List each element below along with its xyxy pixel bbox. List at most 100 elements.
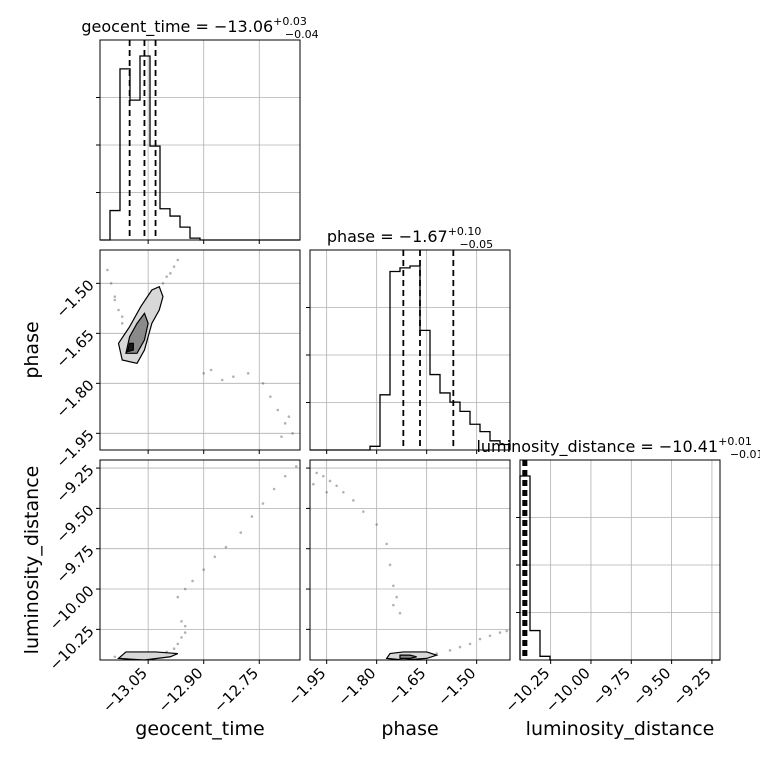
x-axis-label-phase: phase	[381, 718, 438, 740]
x-tick-label-phase: −1.65	[384, 664, 429, 709]
x-axis-label-geocent_time: geocent_time	[135, 718, 264, 740]
sample-point	[362, 510, 365, 513]
hist-luminosity_distance-step	[519, 475, 720, 661]
sample-point	[478, 637, 482, 641]
y-tick-label-luminosity_distance: −9.50	[52, 501, 97, 546]
sample-point	[213, 555, 217, 559]
sample-point	[113, 298, 117, 302]
x-tick-label-geocent_time: −12.90	[155, 664, 207, 716]
sample-point	[172, 647, 176, 651]
sample-point	[180, 619, 183, 623]
panel-geocent_time_vs_luminosity_distance-frame	[99, 459, 301, 661]
sample-point	[246, 372, 250, 375]
y-axis-label-luminosity_distance: luminosity_distance	[21, 466, 43, 655]
sample-point	[232, 375, 235, 378]
sample-point	[276, 408, 280, 412]
sample-point	[328, 479, 332, 483]
sample-point	[448, 649, 452, 652]
sample-point	[176, 642, 180, 646]
hist-luminosity_distance-frame	[519, 459, 721, 661]
sample-point	[113, 655, 117, 659]
title-phase: phase = −1.67+0.10 −0.05	[327, 225, 493, 251]
sample-point	[161, 282, 165, 285]
sample-point	[392, 603, 395, 607]
contour-level-3	[126, 342, 134, 353]
x-tick-label-luminosity_distance: −10.00	[542, 664, 594, 716]
y-tick-label-luminosity_distance: −9.25	[52, 461, 97, 506]
title-geocent_time: geocent_time = −13.06+0.03 −0.04	[81, 15, 318, 41]
sample-point	[183, 587, 187, 591]
x-tick-label-luminosity_distance: −9.25	[670, 664, 715, 709]
sample-point	[120, 315, 124, 318]
x-tick-label-phase: −1.95	[284, 664, 329, 709]
sample-point	[385, 542, 388, 546]
panel-geocent_time_vs_phase-frame	[99, 249, 301, 451]
sample-point	[283, 474, 287, 478]
sample-point	[183, 631, 187, 634]
hist-phase-step	[310, 265, 511, 451]
y-tick-label-phase: −1.65	[52, 326, 97, 371]
sample-point	[183, 624, 187, 628]
sample-point	[325, 490, 328, 494]
y-tick-label-phase: −1.50	[52, 276, 97, 321]
x-axis-label-luminosity_distance: luminosity_distance	[526, 718, 715, 740]
sample-point	[283, 422, 287, 425]
sample-point	[261, 502, 265, 505]
sample-point	[352, 499, 355, 502]
sample-point	[388, 563, 392, 567]
x-tick-label-phase: −1.80	[334, 664, 379, 709]
contour-level-2	[399, 654, 417, 659]
sample-point	[322, 474, 325, 478]
x-tick-label-luminosity_distance: −9.50	[629, 664, 674, 709]
sample-point	[280, 435, 283, 438]
sample-point	[398, 611, 402, 615]
sample-point	[488, 634, 492, 638]
sample-point	[180, 636, 183, 639]
sample-point	[375, 523, 378, 526]
sample-point	[109, 282, 113, 285]
x-tick-label-geocent_time: −12.75	[210, 664, 262, 716]
sample-point	[165, 275, 168, 278]
sample-point	[294, 465, 298, 468]
sample-point	[106, 268, 109, 272]
sample-point	[202, 568, 206, 571]
sample-point	[335, 484, 338, 488]
sample-point	[342, 490, 345, 494]
panel-phase_vs_luminosity_distance-frame	[309, 459, 511, 661]
y-tick-label-phase: −1.80	[52, 376, 97, 421]
sample-point	[435, 652, 438, 655]
sample-point	[458, 645, 462, 649]
sample-point	[287, 415, 291, 418]
sample-point	[176, 258, 180, 262]
sample-point	[209, 368, 213, 372]
sample-point	[261, 382, 265, 385]
sample-point	[169, 272, 172, 275]
sample-point	[191, 579, 194, 583]
hist-geocent_time-frame	[99, 39, 301, 241]
y-tick-label-luminosity_distance: −9.75	[52, 542, 97, 587]
sample-point	[505, 629, 508, 633]
y-axis-label-phase: phase	[21, 321, 43, 378]
sample-point	[172, 265, 176, 268]
sample-point	[272, 487, 276, 491]
contour-level-1	[117, 651, 179, 661]
sample-point	[392, 584, 395, 588]
sample-point	[239, 531, 243, 534]
sample-point	[117, 308, 120, 312]
sample-point	[220, 378, 224, 382]
sample-point	[395, 595, 398, 599]
sample-point	[120, 322, 124, 325]
x-tick-label-phase: −1.50	[434, 664, 479, 709]
sample-point	[224, 545, 228, 549]
sample-point	[176, 595, 180, 599]
x-tick-label-luminosity_distance: −9.75	[589, 664, 634, 709]
hist-phase-frame	[309, 249, 511, 451]
sample-point	[291, 432, 294, 435]
x-tick-label-geocent_time: −13.05	[99, 664, 151, 716]
title-luminosity_distance: luminosity_distance = −10.41+0.01−0.01	[476, 435, 760, 461]
sample-point	[312, 482, 315, 486]
sample-point	[498, 631, 502, 634]
sample-point	[250, 515, 254, 518]
y-tick-label-luminosity_distance: −10.00	[46, 582, 98, 634]
